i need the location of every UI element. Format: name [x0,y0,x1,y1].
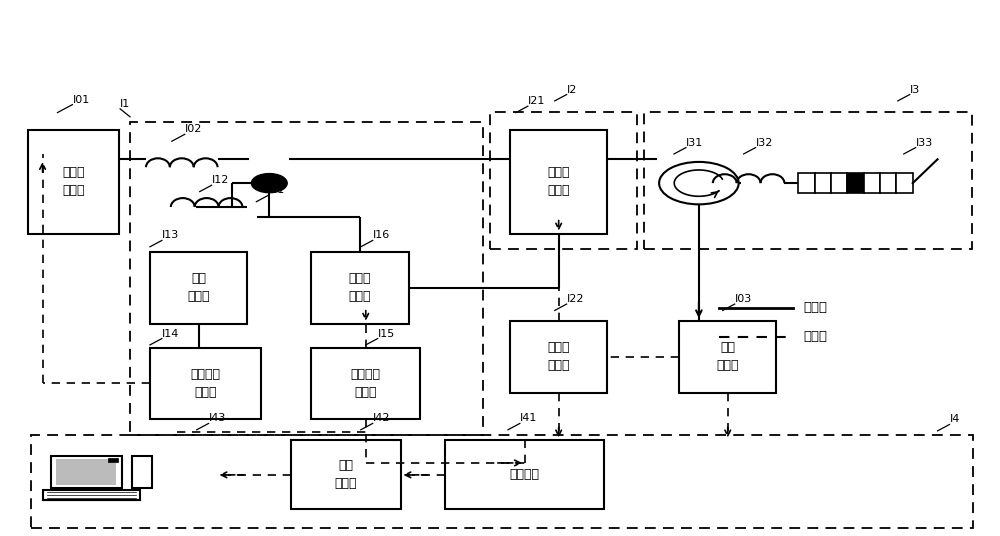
Text: I33: I33 [916,138,933,147]
Text: I4: I4 [949,414,960,425]
Bar [847,173,864,193]
Text: I01: I01 [72,95,90,105]
Text: I16: I16 [373,230,390,241]
Bar [864,173,880,193]
Text: 电信号
发生器: 电信号 发生器 [547,341,570,373]
Bar [28,130,119,234]
Text: I15: I15 [378,329,395,339]
Text: I11: I11 [268,185,286,195]
Bar [445,441,604,509]
Text: 窄线宽
激光器: 窄线宽 激光器 [62,166,85,197]
Bar [130,122,483,435]
Bar [644,111,972,249]
Text: I2: I2 [567,85,577,94]
Bar [490,111,637,249]
Text: 射频信号
发生器: 射频信号 发生器 [351,368,381,399]
Text: I41: I41 [520,413,537,423]
Bar [56,459,116,485]
Text: I12: I12 [212,175,229,185]
Bar [51,456,122,488]
Bar [831,173,847,193]
Bar [510,130,607,234]
Bar [880,173,896,193]
Text: I1: I1 [120,99,130,109]
Text: I22: I22 [567,294,584,304]
Text: 带通
滤波器: 带通 滤波器 [187,272,210,303]
Text: 光信号: 光信号 [803,301,827,314]
Text: I3: I3 [910,85,920,94]
Circle shape [251,174,287,192]
Text: I31: I31 [686,138,703,147]
Circle shape [659,162,739,204]
Text: I42: I42 [373,413,390,423]
Text: 单边带
调制器: 单边带 调制器 [349,272,371,303]
Text: 电信号: 电信号 [803,331,827,344]
Bar [311,347,420,419]
Text: 光电
探测器: 光电 探测器 [716,341,739,373]
Bar [798,173,815,193]
Text: I03: I03 [735,294,752,304]
Bar [291,441,401,509]
Bar [150,252,247,324]
Bar [43,490,140,500]
Bar [679,321,776,393]
Bar [150,347,261,419]
Text: 掺铒光纤
放大器: 掺铒光纤 放大器 [191,368,221,399]
Text: 光相位
调制器: 光相位 调制器 [547,166,570,197]
Bar [108,458,118,461]
Bar [31,435,973,528]
Text: I13: I13 [162,230,179,241]
Text: 数据
采集卡: 数据 采集卡 [335,459,357,490]
Bar [815,173,831,193]
Bar [896,173,913,193]
Text: I14: I14 [162,329,179,339]
Bar [311,252,409,324]
Text: 正交解调: 正交解调 [510,468,540,481]
Text: I43: I43 [209,413,226,423]
Bar [510,321,607,393]
Text: I32: I32 [756,138,773,147]
Bar [132,456,152,488]
Text: I02: I02 [185,124,202,135]
Text: I21: I21 [528,96,545,106]
